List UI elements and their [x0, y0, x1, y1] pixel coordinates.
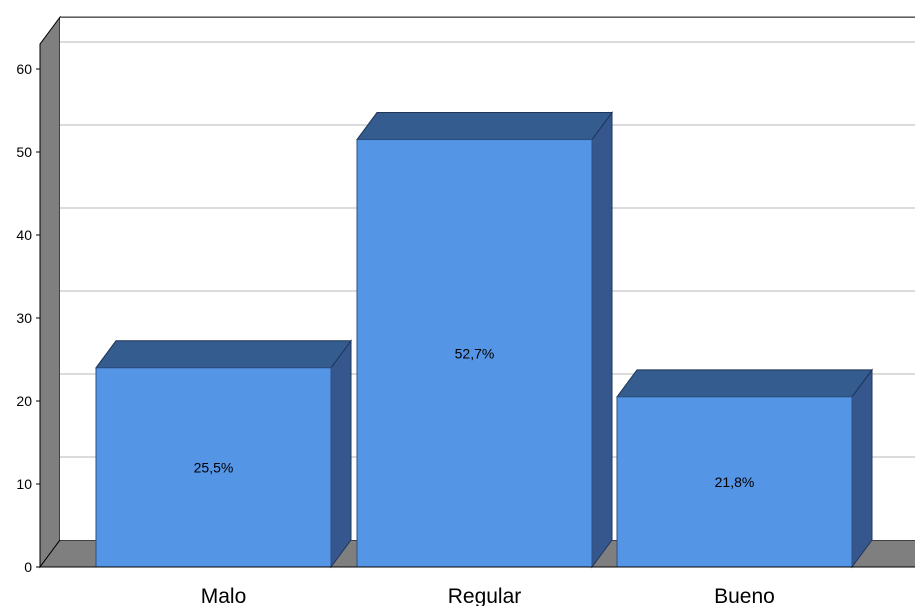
bar-front-face: [356, 139, 593, 568]
side-wall: [39, 15, 61, 569]
y-tick-label: 20: [16, 393, 32, 409]
y-tick-label: 30: [16, 310, 32, 326]
bar-side-face: [851, 368, 873, 569]
y-tick-label: 60: [16, 61, 32, 77]
bar-top-face: [95, 340, 352, 369]
x-tick-label: Malo: [201, 585, 247, 606]
y-tick-label: 0: [24, 559, 32, 575]
bar-bueno: [616, 368, 873, 569]
bar-front-face: [616, 396, 853, 568]
data-label: 25,5%: [194, 459, 234, 475]
x-tick-label: Regular: [448, 585, 522, 606]
bar-malo: [95, 339, 352, 569]
bar-side-face: [330, 339, 352, 569]
y-tick-label: 50: [16, 144, 32, 160]
data-label: 52,7%: [455, 345, 495, 361]
axes: [36, 44, 915, 568]
y-tick-label: 40: [16, 227, 32, 243]
bars: [95, 111, 873, 569]
bar-side-face: [591, 111, 613, 569]
data-label: 21,8%: [715, 474, 755, 490]
y-tick-label: 10: [16, 476, 32, 492]
labels: 25,5% Malo 52,7% Regular 21,8% Bueno 0 10 20 30 40…: [16, 61, 775, 608]
bar-top-face: [616, 369, 873, 398]
bar-top-face: [356, 112, 613, 141]
bar-regular: [356, 111, 613, 569]
x-tick-label: Bueno: [714, 585, 775, 606]
